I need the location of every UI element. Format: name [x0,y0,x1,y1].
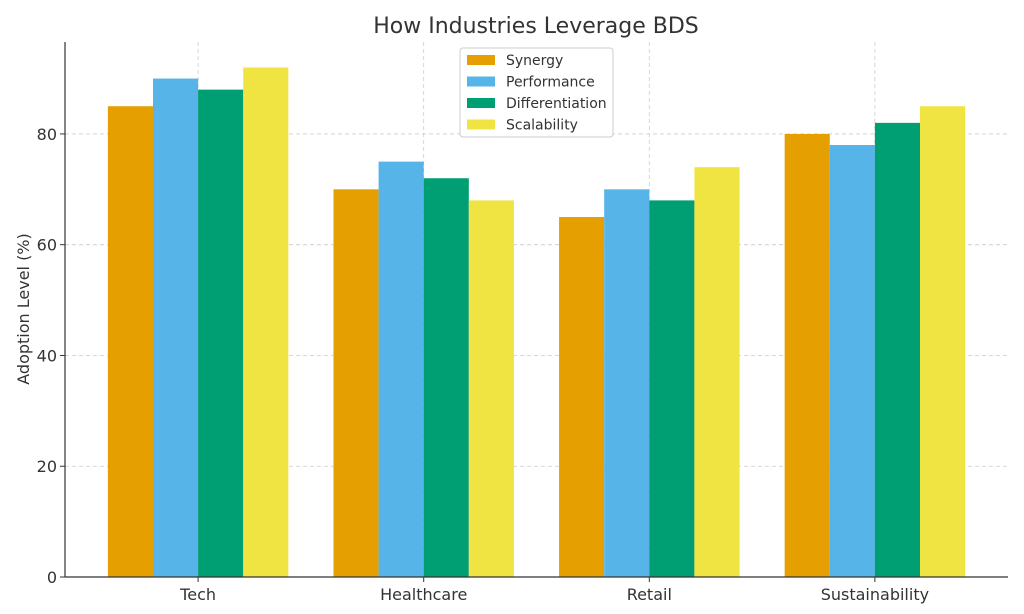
bar-differentiation-tech [198,89,244,578]
bar-scalability-retail [694,167,740,577]
bar-performance-retail [604,189,650,577]
bar-differentiation-healthcare [423,178,469,577]
bar-synergy-sustainability [784,133,830,577]
y-tick-label: 0 [47,568,57,587]
y-tick-label: 60 [37,236,57,255]
legend-swatch [467,98,495,108]
x-tick-label: Sustainability [821,585,929,604]
x-tick-label: Healthcare [380,585,467,604]
bar-synergy-retail [559,217,605,577]
y-tick-label: 40 [37,346,57,365]
bar-scalability-tech [243,67,289,577]
bar-performance-sustainability [829,145,875,577]
legend-swatch [467,119,495,130]
chart-title: How Industries Leverage BDS [373,14,699,39]
y-axis-label: Adoption Level (%) [14,233,33,385]
bar-scalability-healthcare [468,200,514,577]
bars [107,67,966,578]
bar-performance-healthcare [378,161,424,578]
legend-label: Differentiation [506,96,607,112]
axes: 0 20 40 60 80 Tech Healthcare Retail Sustainabil… [37,42,1008,604]
bar-scalability-sustainability [920,106,966,577]
bar-synergy-tech [107,106,153,577]
legend: Synergy Performance Differentiation Scalabi… [459,47,614,138]
y-tick-label: 20 [37,457,57,476]
legend-label: Scalability [506,118,578,134]
x-tick-label: Retail [627,585,672,604]
bar-differentiation-retail [649,200,695,577]
y-tick-label: 80 [37,125,57,144]
bar-performance-tech [152,78,199,577]
x-tick-label: Tech [179,585,216,604]
legend-label: Performance [506,75,595,91]
legend-swatch [467,76,495,87]
legend-label: Synergy [506,53,563,69]
legend-swatch [467,55,495,65]
legend-box [459,47,614,138]
bar-differentiation-sustainability [874,122,921,577]
bar-synergy-healthcare [333,189,379,577]
